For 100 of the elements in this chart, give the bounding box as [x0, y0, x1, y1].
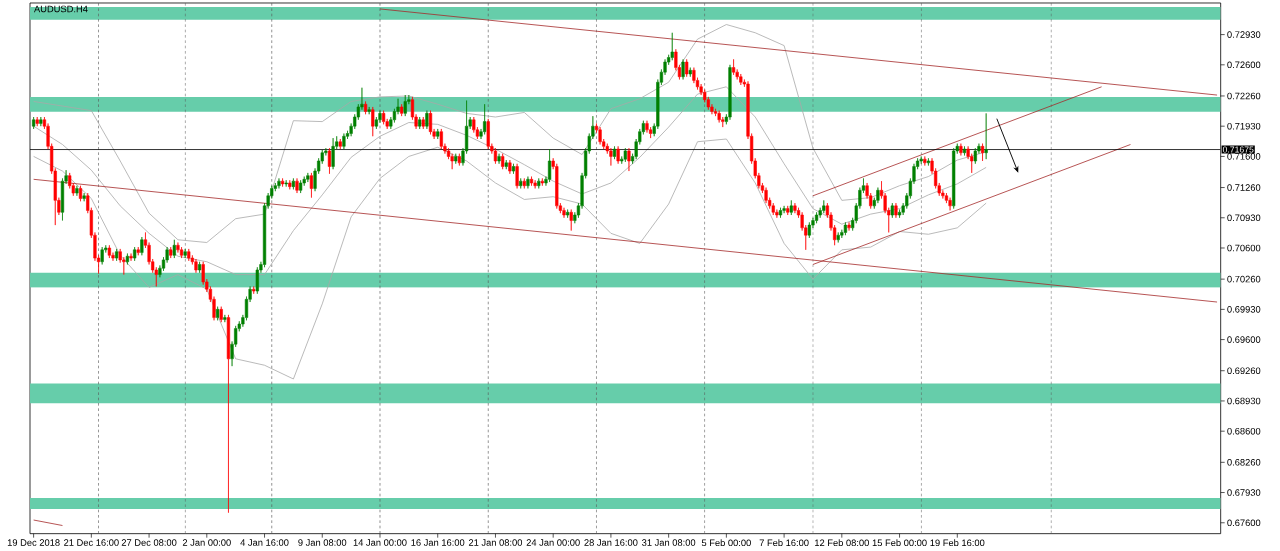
- chart-title: AUDUSD.H4: [34, 5, 88, 13]
- candlestick: [299, 179, 303, 194]
- candlestick: [197, 261, 202, 274]
- candlestick: [814, 211, 819, 224]
- candlestick: [216, 306, 220, 321]
- y-tick-label: 0.72930: [1227, 31, 1261, 38]
- x-tick-label: 31 Jan 08:00: [642, 539, 696, 546]
- candlestick: [223, 314, 227, 323]
- x-tick-label: 2 Jan 00:00: [182, 539, 231, 546]
- y-tick-label: 0.67930: [1227, 489, 1261, 496]
- candlestick: [843, 222, 848, 236]
- candlestick: [688, 67, 692, 78]
- candlestick: [778, 207, 783, 219]
- y-tick-label: 0.71930: [1227, 122, 1261, 130]
- candlestick: [540, 178, 544, 187]
- candlestick: [627, 147, 631, 172]
- y-tick-label: 0.70930: [1227, 214, 1261, 222]
- candlestick: [948, 197, 952, 211]
- candlestick: [421, 116, 425, 130]
- candlestick: [100, 246, 104, 265]
- x-tick-label: 21 Jan 08:00: [468, 539, 523, 546]
- candlestick: [32, 116, 36, 130]
- candlestick: [786, 205, 790, 216]
- candlestick: [309, 172, 314, 198]
- candlestick: [598, 126, 602, 145]
- candlestick: [789, 200, 793, 216]
- candlestick: [140, 236, 144, 256]
- candlestick: [515, 163, 519, 189]
- candlestick: [569, 209, 573, 231]
- candlestick: [919, 156, 923, 165]
- candlestick: [183, 248, 187, 259]
- candlestick: [187, 248, 191, 262]
- candlestick: [39, 116, 43, 127]
- candlestick: [612, 146, 617, 160]
- x-tick-label: 9 Jan 08:00: [298, 539, 347, 546]
- y-tick-label: 0.69600: [1227, 336, 1261, 343]
- x-tick-label: 4 Jan 16:00: [240, 539, 289, 546]
- candlestick: [115, 248, 119, 262]
- candlestick: [327, 147, 332, 175]
- candlestick: [566, 209, 570, 219]
- y-tick-label: 0.69930: [1227, 306, 1261, 313]
- x-tick-label: 19 Dec 2018: [7, 539, 60, 546]
- candlestick: [483, 103, 487, 135]
- candlestick: [400, 103, 404, 117]
- candlestick: [342, 133, 346, 150]
- candlestick: [219, 306, 223, 323]
- candlestick: [136, 246, 140, 256]
- candlestick: [728, 64, 732, 121]
- candlestick: [923, 156, 927, 166]
- y-tick-label: 0.70600: [1227, 244, 1261, 252]
- candlestick: [367, 106, 371, 115]
- candlestick: [962, 146, 967, 156]
- candlestick: [107, 244, 111, 259]
- candlestick: [782, 205, 786, 214]
- candlestick: [439, 128, 443, 150]
- x-tick-label: 12 Feb 08:00: [815, 539, 869, 547]
- candlestick: [306, 172, 310, 183]
- candlestick: [436, 128, 440, 140]
- candlestick: [428, 110, 433, 135]
- candlestick: [331, 137, 335, 170]
- candlestick: [952, 147, 956, 209]
- y-tick-label: 0.71260: [1227, 184, 1261, 191]
- candlestick: [194, 258, 198, 274]
- candlestick: [255, 266, 259, 295]
- candlestick: [288, 179, 292, 190]
- x-tick-label: 19 Feb 16:00: [930, 539, 985, 547]
- candlestick: [511, 163, 516, 175]
- candlestick: [133, 246, 137, 262]
- candlestick: [454, 153, 458, 165]
- x-tick-label: 5 Feb 00:00: [701, 539, 751, 547]
- x-tick-label: 15 Feb 00:00: [872, 539, 927, 547]
- y-tick-label: 0.71600: [1227, 153, 1261, 160]
- candlestick: [980, 143, 985, 162]
- candlestick: [807, 222, 811, 239]
- candlestick: [822, 200, 826, 214]
- candlestick: [280, 178, 285, 187]
- x-tick-label: 14 Jan 00:00: [353, 539, 407, 546]
- candlestick: [295, 178, 299, 194]
- candlestick: [291, 178, 295, 190]
- candlestick: [537, 178, 541, 189]
- y-tick-label: 0.72600: [1227, 61, 1261, 69]
- candlestick: [793, 202, 797, 214]
- candlestick: [526, 176, 530, 189]
- y-tick-label: 0.67600: [1227, 519, 1261, 527]
- x-tick-label: 21 Dec 16:00: [64, 539, 119, 546]
- line-series: [33, 86, 987, 275]
- candlestick: [959, 143, 963, 156]
- ref-line-label: 0.71675: [1222, 146, 1254, 153]
- candlestick: [984, 113, 988, 160]
- candlestick: [35, 116, 39, 127]
- x-tick-label: 24 Jan 00:00: [526, 539, 580, 546]
- candlestick: [894, 202, 898, 219]
- candlestick: [226, 314, 231, 513]
- candlestick: [717, 110, 721, 123]
- y-tick-label: 0.68260: [1227, 459, 1261, 466]
- candlestick: [497, 153, 501, 165]
- candlestick: [562, 207, 566, 219]
- candlestick: [731, 59, 736, 76]
- candlestick: [685, 59, 689, 78]
- candlestick: [75, 185, 79, 197]
